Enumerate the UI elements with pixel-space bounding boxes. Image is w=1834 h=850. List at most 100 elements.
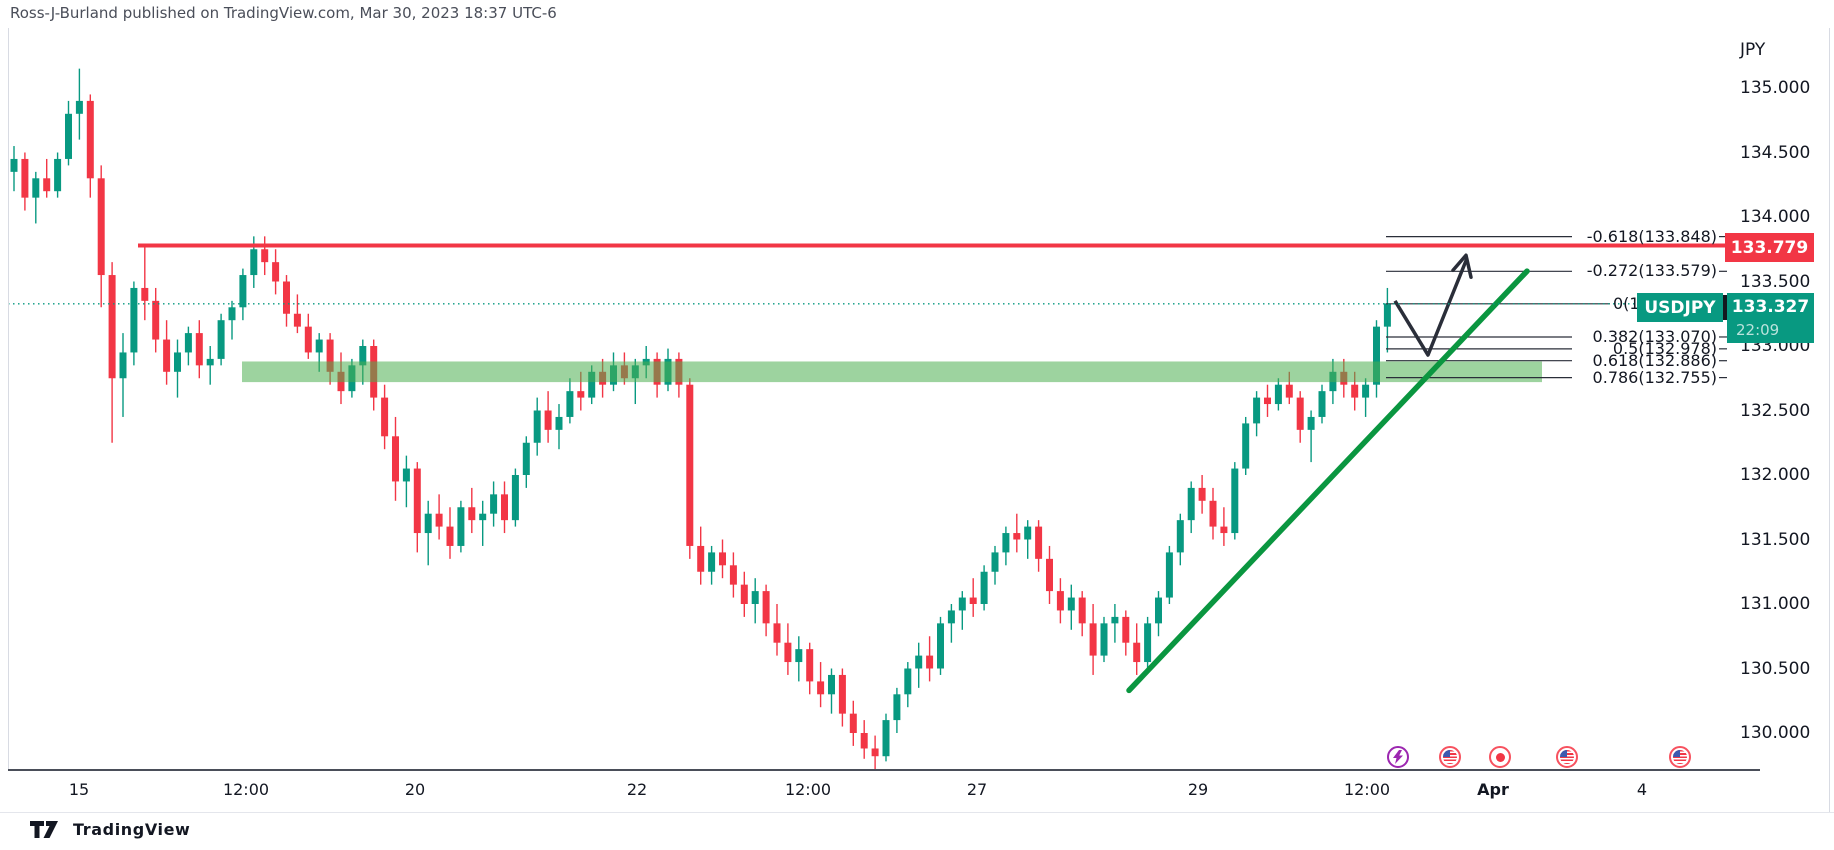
candle-body: [1046, 558, 1053, 592]
price-axis-label: 130.000: [1740, 723, 1811, 743]
candle-body: [1089, 623, 1097, 656]
candle-body: [980, 571, 988, 604]
candle-body: [184, 333, 192, 353]
symbol-name: USDJPY: [1637, 293, 1723, 322]
candle-body: [926, 655, 934, 669]
event-dot-icon[interactable]: [1489, 746, 1511, 768]
lightning-event-icon[interactable]: [1387, 746, 1409, 768]
candle-body: [849, 713, 857, 733]
candle-body: [588, 371, 596, 398]
candle-body: [729, 565, 737, 585]
time-axis-label: 29: [1187, 780, 1209, 799]
candle-body: [937, 623, 944, 669]
us-flag-event-icon[interactable]: [1439, 746, 1461, 768]
candle-body: [392, 436, 399, 482]
candle-body: [915, 655, 923, 669]
candle-body: [1362, 384, 1370, 398]
candle-body: [947, 610, 955, 624]
fib-level-label: -0.272(133.579): [1586, 261, 1717, 281]
candle-body: [871, 748, 879, 757]
candle-body: [239, 275, 247, 308]
tradingview-logo-text: TradingView: [73, 820, 191, 839]
candle-body: [326, 339, 334, 372]
candle-body: [250, 249, 258, 276]
candle-body: [533, 410, 541, 443]
chart-left-border: [8, 28, 9, 770]
chart-right-border: [1829, 28, 1830, 812]
candle-body: [544, 410, 552, 430]
fib-level-label: 0.382(133.070): [1592, 326, 1717, 346]
candle-body: [490, 494, 498, 514]
price-axis-label: 135.000: [1740, 78, 1811, 98]
price-axis-label: 130.500: [1740, 658, 1811, 679]
us-flag-glyph: [1673, 750, 1687, 764]
time-axis-separator: [8, 769, 1760, 771]
candle-body: [1035, 526, 1043, 559]
attribution-text: Ross-J-Burland published on TradingView.…: [10, 4, 557, 22]
candle-body: [446, 526, 454, 546]
candle-body: [141, 287, 149, 301]
candle-body: [904, 668, 912, 695]
red-dot-glyph: [1495, 752, 1505, 762]
candle-body: [43, 178, 51, 192]
candle-body: [806, 649, 814, 682]
candle-body: [740, 584, 748, 604]
price-alert-tag[interactable]: 133.779: [1725, 233, 1814, 262]
price-axis-label: 131.500: [1740, 529, 1811, 550]
candle-body: [991, 552, 999, 572]
candle-body: [577, 391, 585, 398]
candle-body: [402, 468, 410, 482]
last-price-box: 133.327 22:09: [1727, 293, 1814, 343]
lightning-bolt-glyph: [1393, 750, 1403, 764]
candle-body: [1209, 500, 1217, 527]
candle-body: [97, 178, 105, 276]
tradingview-logo-icon: [30, 821, 58, 838]
candle-body: [1144, 623, 1152, 663]
candle-body: [893, 694, 901, 721]
candle-body: [228, 307, 236, 321]
candle-body: [10, 158, 18, 172]
us-flag-event-icon[interactable]: [1669, 746, 1691, 768]
candle-body: [860, 733, 868, 749]
time-axis-label: 22: [626, 780, 648, 799]
badge-divider: [1723, 295, 1727, 320]
candle-body: [828, 674, 835, 695]
price-axis-label: 131.000: [1740, 594, 1811, 614]
price-axis-label: 132.000: [1740, 465, 1811, 485]
projection-arrowhead: [1451, 253, 1473, 280]
candle-body: [1373, 326, 1380, 385]
candle-body: [969, 597, 977, 604]
candle-body: [1100, 623, 1108, 656]
candle-body: [1198, 487, 1206, 501]
candle-body: [217, 320, 225, 359]
time-axis-label: 20: [404, 780, 426, 799]
candle-body: [1307, 416, 1315, 430]
candle-body: [555, 416, 563, 430]
candle-body: [479, 513, 487, 521]
tradingview-logo[interactable]: TradingView: [30, 820, 190, 839]
last-price: 133.327: [1731, 297, 1810, 317]
candle-body: [424, 513, 432, 534]
candle-body: [1318, 391, 1326, 417]
fib-level-label: 0.786(132.755): [1592, 367, 1717, 387]
candle-body: [1165, 552, 1173, 598]
candle-body: [413, 468, 421, 534]
candle-body: [108, 275, 116, 379]
candle-body: [283, 281, 290, 314]
candle-body: [1056, 591, 1064, 611]
price-axis-label: 133.500: [1740, 271, 1811, 292]
candle-body: [1067, 597, 1075, 611]
candle-body: [501, 494, 508, 521]
candle-body: [130, 287, 138, 353]
candle-body: [697, 545, 705, 572]
candle-body: [261, 249, 269, 263]
candle-body: [163, 339, 171, 372]
candle-body: [522, 442, 530, 475]
candle-body: [1264, 397, 1271, 405]
candle-body: [1274, 384, 1282, 405]
candle-body: [54, 158, 62, 192]
candle-body: [762, 591, 770, 624]
us-flag-event-icon[interactable]: [1556, 746, 1578, 768]
